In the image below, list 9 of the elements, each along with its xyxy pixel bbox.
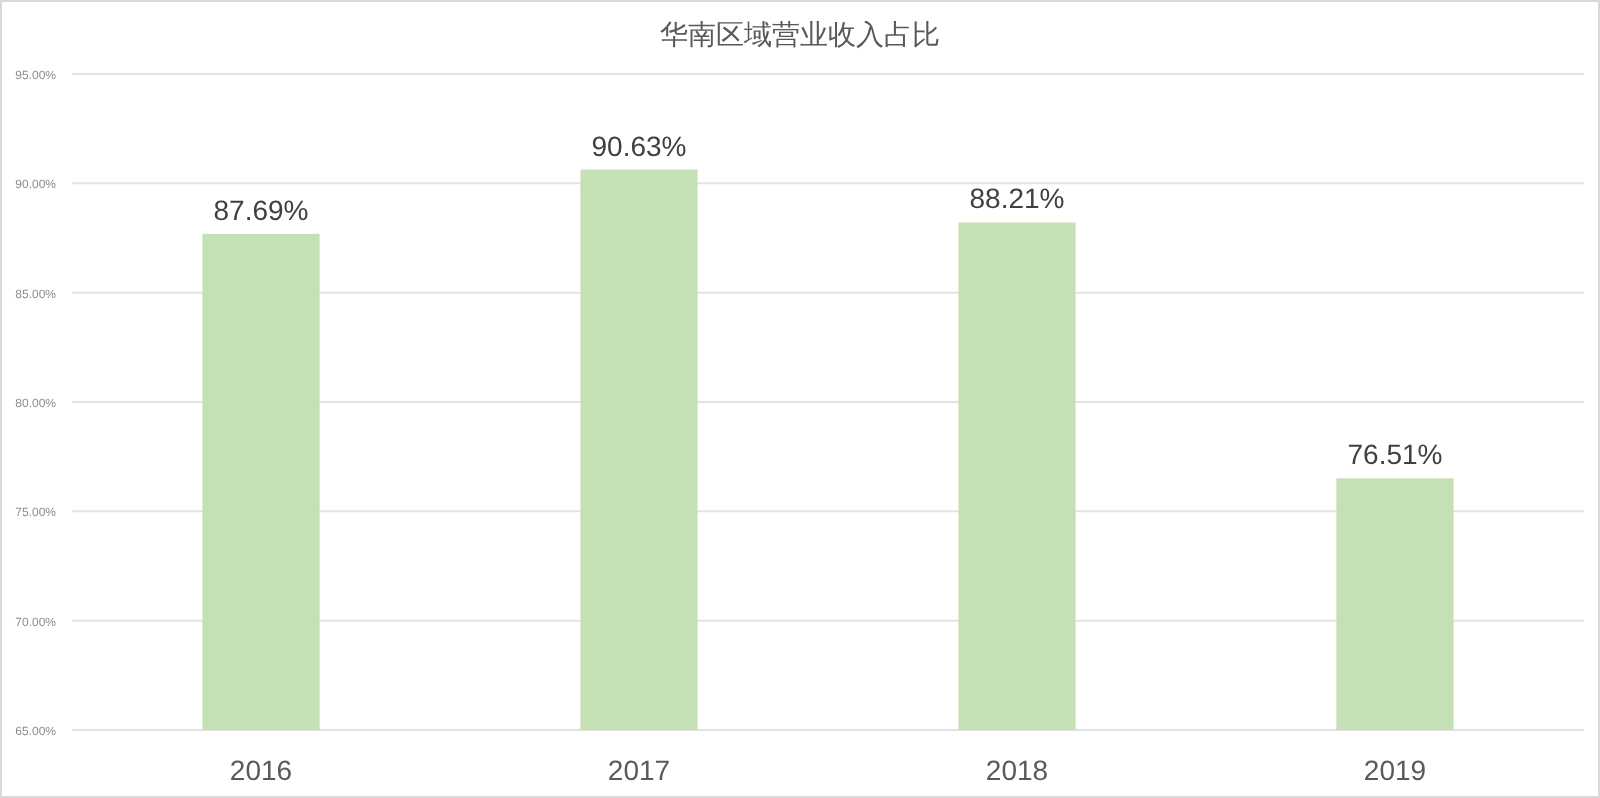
x-tick-label: 2019 — [1363, 754, 1427, 786]
x-tick-label: 2018 — [985, 754, 1049, 786]
title: 华南区域营业收入占比 — [660, 18, 940, 50]
x-tick-label: 2016 — [229, 754, 293, 786]
data-label: 76.51% — [1347, 438, 1443, 471]
x-tick-label: 2017 — [607, 754, 671, 786]
data-label: 87.69% — [213, 193, 309, 226]
data-label: 90.63% — [591, 129, 687, 162]
data-label: 88.21% — [969, 182, 1065, 215]
